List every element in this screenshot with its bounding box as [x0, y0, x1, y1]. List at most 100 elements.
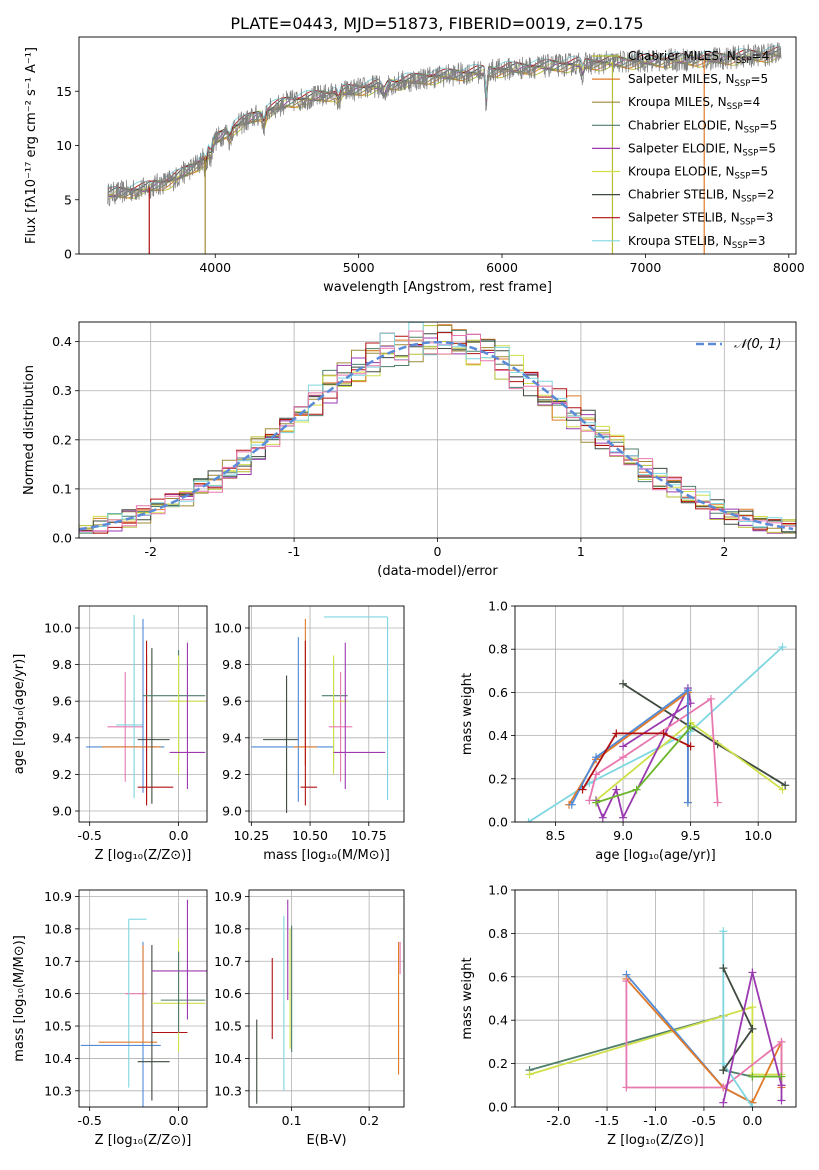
- legend-label: Salpeter MILES, NSSP=5: [628, 72, 768, 89]
- weight-marker: [592, 798, 601, 807]
- plot-area: [524, 643, 790, 822]
- weight-marker: [778, 643, 787, 652]
- x-axis-label: wavelength [Angstrom, rest frame]: [323, 280, 552, 295]
- x-tick-label: 0: [434, 544, 442, 559]
- plot-area: [79, 322, 796, 534]
- legend-label: Kroupa ELODIE, NSSP=5: [628, 165, 768, 182]
- y-tick-label: 0.4: [52, 334, 72, 349]
- y-tick-label: 9.4: [222, 730, 242, 745]
- y-tick-label: 5: [64, 192, 72, 207]
- errorbar-point: [128, 918, 147, 1088]
- axes-frame: [248, 889, 405, 1108]
- x-axis-label: Z [log₁₀(Z/Z⊙)]: [95, 848, 192, 863]
- errorbar-point: [137, 640, 174, 806]
- weight-marker: [525, 1070, 534, 1079]
- axes-frame: [78, 889, 208, 1108]
- weight-marker: [612, 729, 621, 738]
- legend-label: Salpeter STELIB, NSSP=3: [628, 211, 773, 228]
- x-tick-label: 10.75: [351, 828, 387, 843]
- y-tick-label: 10.5: [44, 1019, 72, 1034]
- data-spectrum-line: [107, 42, 782, 207]
- y-tick-label: 10.7: [44, 954, 72, 969]
- weight-marker: [619, 813, 628, 822]
- x-axis-label: Z [log₁₀(Z/Z⊙)]: [607, 1133, 704, 1148]
- y-tick-label: 10: [56, 138, 72, 153]
- x-tick-label: -0.5: [77, 828, 101, 843]
- errorbar-point: [137, 648, 170, 804]
- weight-line: [722, 967, 754, 1071]
- weight-marker: [592, 753, 601, 762]
- plot-area: [251, 616, 389, 813]
- weight-line: [529, 1005, 782, 1076]
- x-tick-label: 0.1: [282, 1113, 302, 1128]
- x-axis-label: mass [log₁₀(M/M⊙)]: [263, 848, 390, 863]
- plot-area: [86, 615, 206, 806]
- legend-label: Chabrier STELIB, NSSP=2: [628, 188, 775, 205]
- weight-marker: [598, 813, 607, 822]
- x-tick-label: 4000: [199, 260, 231, 275]
- weight-marker: [777, 1037, 786, 1046]
- x-tick-label: 7000: [630, 260, 662, 275]
- y-tick-label: 9.8: [222, 657, 242, 672]
- weight-marker: [748, 1024, 757, 1033]
- y-tick-label: 10.8: [214, 921, 242, 936]
- plot-area: [80, 899, 207, 1107]
- x-axis-label: (data-model)/error: [377, 564, 498, 579]
- weight-marker: [748, 1072, 757, 1081]
- plot-area: [256, 899, 401, 1104]
- weight-marker: [719, 1066, 728, 1075]
- axes-frame: [248, 605, 405, 823]
- errorbar-point: [263, 675, 299, 813]
- y-axis-label: age [log₁₀(age/yr)]: [12, 654, 27, 775]
- y-tick-label: 9.4: [52, 730, 72, 745]
- weight-line: [568, 690, 689, 806]
- x-tick-label: 5000: [343, 260, 375, 275]
- legend-label: Salpeter ELODIE, NSSP=5: [628, 141, 776, 158]
- axes-frame: [78, 605, 208, 823]
- x-tick-label: -0.5: [692, 1113, 716, 1128]
- weight-marker: [781, 781, 790, 790]
- y-tick-label: 0.6: [488, 685, 508, 700]
- y-tick-label: 10.4: [214, 1051, 242, 1066]
- weight-marker: [632, 785, 641, 794]
- weight-marker: [567, 800, 576, 809]
- weight-marker: [719, 1098, 728, 1107]
- weight-line: [529, 1014, 753, 1078]
- weight-marker: [622, 977, 631, 986]
- y-axis-label: mass weight: [460, 673, 475, 755]
- weight-line: [570, 688, 689, 806]
- weight-marker: [777, 1081, 786, 1090]
- x-tick-label: 1: [577, 544, 585, 559]
- x-tick-label: -2.0: [546, 1113, 570, 1128]
- y-tick-label: 1.0: [488, 599, 508, 614]
- weight-vs-age-panel: 8.5 9.0 9.5 10.0 0.0 0.2 0.4 0.6 0.8 1.0 age [log₁…: [460, 599, 797, 863]
- mass-vs-ebv-panel: 0.1 0.2 10.3 10.4 10.5 10.6 10.7 10.8 10.9 E(B-V): [214, 889, 405, 1148]
- y-tick-label: 1.0: [488, 883, 508, 898]
- x-tick-label: 9.5: [681, 828, 701, 843]
- y-axis-label: Flux [fλ10⁻¹⁷ erg cm⁻² s⁻¹ A⁻¹]: [24, 47, 39, 244]
- axes-frame: [514, 605, 797, 823]
- y-tick-label: 10.5: [214, 1019, 242, 1034]
- y-tick-label: 0: [64, 247, 72, 262]
- x-axis-label: Z [log₁₀(Z/Z⊙)]: [95, 1133, 192, 1148]
- x-tick-label: 0.2: [359, 1113, 379, 1128]
- weight-marker: [622, 1083, 631, 1092]
- plot-area: [525, 927, 786, 1107]
- residuals-panel: -2 -1 0 1 2 0.0 0.1 0.2 0.3 0.4 (data-model)/error…: [22, 321, 797, 579]
- weight-marker: [686, 722, 695, 731]
- x-tick-label: 2: [720, 544, 728, 559]
- y-tick-label: 0.0: [488, 1100, 508, 1115]
- y-tick-label: 9.6: [222, 694, 242, 709]
- age-vs-Z-panel: -0.5 0.0 9.0 9.2 9.4 9.6 9.8 10.0 Z [log₁₀(Z/Z⊙)…: [12, 605, 208, 863]
- y-tick-label: 9.6: [52, 694, 72, 709]
- errorbar-point: [98, 945, 158, 1043]
- weight-marker: [748, 1003, 757, 1012]
- x-tick-label: -1.0: [643, 1113, 667, 1128]
- y-tick-label: 0.4: [488, 1013, 508, 1028]
- y-tick-label: 10.9: [214, 889, 242, 904]
- weight-line: [722, 972, 783, 1103]
- y-tick-label: 0.8: [488, 926, 508, 941]
- spectrum-panel: 4000 5000 6000 7000 8000 0 5 10 15 wavelength [An…: [24, 36, 805, 295]
- weight-marker: [524, 818, 533, 822]
